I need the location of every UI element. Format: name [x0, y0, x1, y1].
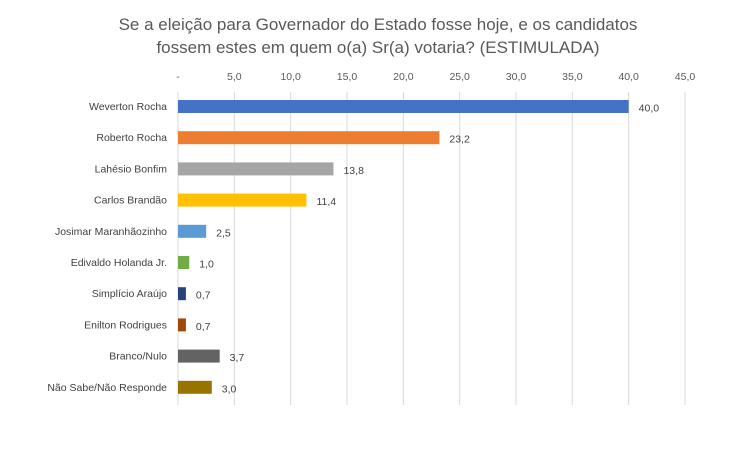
category-label: Roberto Rocha [96, 132, 167, 144]
data-label: 3,0 [222, 383, 237, 395]
bar [178, 380, 212, 394]
category-label: Enilton Rodrigues [84, 319, 167, 331]
data-label: 2,5 [216, 227, 231, 239]
category-label: Weverton Rocha [89, 101, 167, 113]
bar [178, 162, 334, 176]
x-tick-label: 15,0 [337, 71, 358, 83]
data-label: 13,8 [343, 165, 364, 177]
bar [178, 193, 307, 207]
bars [178, 100, 629, 394]
x-tick-label: 5,0 [227, 71, 242, 83]
bar [178, 256, 190, 269]
x-tick-label: 40,0 [618, 71, 639, 83]
x-axis-ticks: - 5,0 10,0 15,0 20,0 25,0 30,0 35,0 40,0 45,0 [176, 71, 695, 83]
chart-title-line-1: Se a eleição para Governador do Estado f… [119, 15, 638, 34]
x-tick-label: 20,0 [393, 71, 414, 83]
x-tick-label: 35,0 [562, 71, 583, 83]
category-labels: Weverton Rocha Roberto Rocha Lahésio Bonfi… [47, 101, 167, 394]
x-tick-label: 30,0 [506, 71, 527, 83]
bar [178, 100, 629, 113]
bar [178, 224, 207, 238]
category-label: Simplício Araújo [92, 288, 167, 300]
data-label: 1,0 [199, 259, 214, 271]
category-label: Edivaldo Holanda Jr. [71, 257, 167, 269]
x-tick-label: 25,0 [449, 71, 470, 83]
category-label: Josimar Maranhãozinho [55, 226, 167, 238]
bar [178, 318, 186, 332]
data-label: 3,7 [230, 352, 245, 364]
x-tick-label: - [176, 71, 180, 83]
chart-title-line-2: fossem estes em quem o(a) Sr(a) votaria?… [156, 38, 599, 57]
category-label: Carlos Brandão [94, 195, 167, 207]
category-label: Branco/Nulo [109, 351, 167, 363]
bar [178, 287, 186, 301]
data-label: 11,4 [316, 196, 336, 208]
data-label: 40,0 [639, 103, 660, 115]
category-label: Não Sabe/Não Responde [47, 382, 167, 394]
data-label: 23,2 [449, 134, 470, 146]
data-labels: 40,0 23,2 13,8 11,4 2,5 1,0 0,7 0,7 3,7 3,0 [196, 103, 659, 396]
data-label: 0,7 [196, 321, 211, 333]
category-label: Lahésio Bonfim [95, 163, 168, 175]
x-tick-label: 10,0 [280, 71, 301, 83]
data-label: 0,7 [196, 290, 211, 302]
x-tick-label: 45,0 [675, 71, 696, 83]
bar [178, 131, 440, 145]
bar [178, 349, 220, 363]
